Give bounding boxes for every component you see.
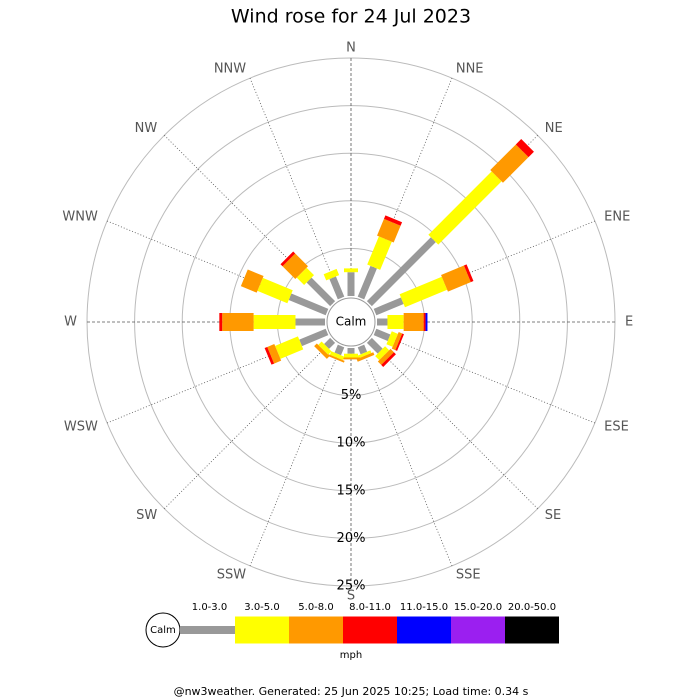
direction-label: N bbox=[346, 41, 356, 56]
bar-segment bbox=[367, 236, 392, 270]
spoke bbox=[164, 340, 333, 509]
bar-segment bbox=[391, 332, 403, 351]
direction-label: NNW bbox=[214, 61, 246, 76]
bar-segment bbox=[323, 268, 340, 281]
bar-segment bbox=[299, 328, 329, 347]
bar-segment bbox=[428, 171, 502, 245]
bar-segment bbox=[318, 341, 332, 355]
bar-segment bbox=[366, 237, 436, 307]
legend-label: 15.0-20.0 bbox=[454, 602, 502, 613]
direction-label: E bbox=[625, 315, 633, 330]
bar-segment bbox=[441, 265, 471, 292]
bar-segment bbox=[383, 215, 403, 226]
direction-label: S bbox=[347, 589, 355, 604]
calm-label: Calm bbox=[336, 315, 367, 329]
bar-segment bbox=[366, 337, 383, 354]
legend-label: 5.0-8.0 bbox=[298, 602, 333, 613]
direction-label: NE bbox=[545, 121, 563, 136]
bar-segment bbox=[314, 343, 330, 359]
legend-label: 11.0-15.0 bbox=[400, 602, 448, 613]
r-tick-label: 15% bbox=[337, 483, 366, 498]
bar-segment bbox=[357, 350, 372, 359]
bar-segment bbox=[377, 348, 394, 365]
direction-label: WSW bbox=[64, 419, 98, 434]
legend-swatch bbox=[289, 616, 343, 644]
direction-label: NNE bbox=[456, 61, 484, 76]
bar-segment bbox=[386, 331, 398, 347]
bar-segment bbox=[463, 264, 474, 283]
legend-swatch bbox=[180, 626, 235, 634]
direction-label: WNW bbox=[62, 210, 98, 225]
legend-label: 3.0-5.0 bbox=[244, 602, 279, 613]
direction-label: SW bbox=[136, 508, 157, 523]
spoke bbox=[249, 77, 342, 299]
bar-segment bbox=[490, 144, 529, 183]
legend-label: 1.0-3.0 bbox=[192, 602, 227, 613]
footer: @nw3weather. Generated: 25 Jun 2025 10:2… bbox=[174, 685, 529, 698]
bar-segment bbox=[375, 346, 390, 361]
bar-segment bbox=[357, 265, 377, 300]
bar-segment bbox=[334, 344, 345, 356]
spoke bbox=[374, 331, 596, 424]
legend-calm-label: Calm bbox=[150, 625, 176, 636]
bar-segment bbox=[357, 344, 368, 355]
bar-segment bbox=[327, 354, 345, 363]
bar-segment bbox=[515, 139, 534, 158]
direction-label: ESE bbox=[604, 419, 629, 434]
legend-label: 20.0-50.0 bbox=[508, 602, 556, 613]
bar-segment bbox=[240, 269, 264, 293]
legend-swatch bbox=[505, 616, 559, 644]
legend-swatch bbox=[397, 616, 451, 644]
spoke bbox=[249, 345, 342, 567]
bar-segment bbox=[373, 328, 391, 342]
spoke bbox=[369, 340, 538, 509]
r-tick-label: 20% bbox=[337, 531, 366, 546]
bar-segment bbox=[329, 276, 345, 300]
legend-swatch bbox=[343, 616, 397, 644]
r-tick-label: 10% bbox=[337, 436, 366, 451]
legend-swatch bbox=[451, 616, 505, 644]
bar-segment bbox=[373, 297, 404, 316]
direction-label: SSW bbox=[217, 568, 247, 583]
bar-segment bbox=[306, 277, 336, 307]
direction-label: W bbox=[64, 315, 77, 330]
bar-segment bbox=[356, 352, 375, 362]
direction-label: SSE bbox=[456, 568, 481, 583]
legend-label: 8.0-11.0 bbox=[349, 602, 391, 613]
bar-segment bbox=[381, 352, 396, 367]
bar-segment bbox=[377, 218, 401, 243]
chart-title: Wind rose for 24 Jul 2023 bbox=[231, 6, 471, 28]
bar-segment bbox=[275, 336, 304, 359]
bar-segment bbox=[257, 277, 293, 304]
legend-unit: mph bbox=[340, 650, 362, 661]
r-tick-label: 5% bbox=[341, 388, 362, 403]
direction-label: ENE bbox=[604, 210, 630, 225]
bar-segment bbox=[399, 276, 448, 308]
bar-segment bbox=[267, 344, 282, 364]
bar-segment bbox=[288, 293, 329, 316]
bar-segment bbox=[324, 337, 336, 349]
bar-segment bbox=[296, 267, 315, 286]
r-tick-label: 25% bbox=[337, 579, 366, 594]
bar-segment bbox=[282, 253, 309, 280]
bar-segment bbox=[264, 346, 275, 365]
calm-circle bbox=[326, 297, 376, 347]
direction-label: SE bbox=[545, 508, 561, 523]
direction-label: NW bbox=[135, 121, 158, 136]
spoke bbox=[360, 345, 453, 567]
bar-segment bbox=[395, 333, 404, 351]
legend-swatch bbox=[235, 616, 289, 644]
bar-segment bbox=[329, 351, 345, 361]
bar-segment bbox=[280, 251, 296, 267]
